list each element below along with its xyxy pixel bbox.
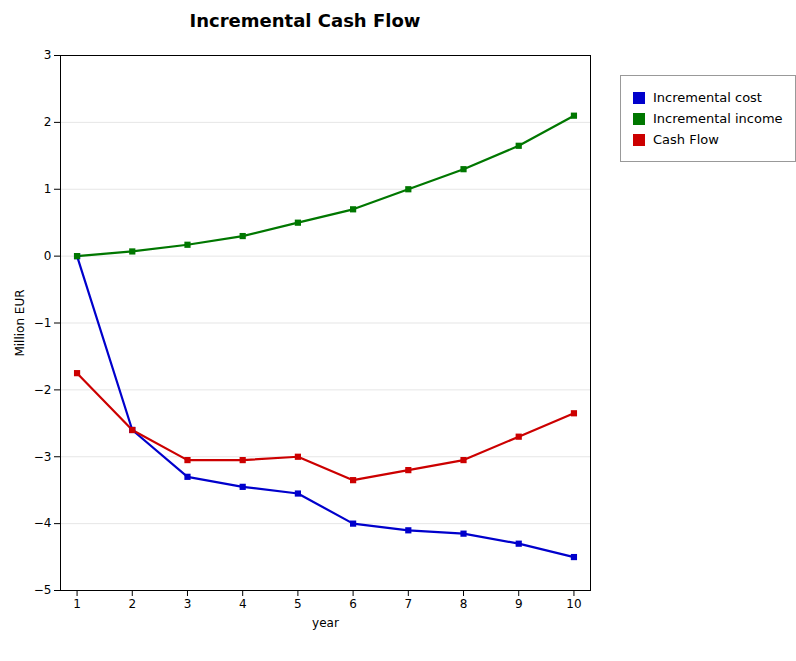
svg-text:2: 2 — [44, 115, 52, 129]
html-text:Incremental Cash Flow: Incremental Cash Flow — [189, 10, 421, 31]
svg-text:5: 5 — [294, 597, 302, 611]
svg-text:−3: −3 — [34, 450, 52, 464]
svg-text:1: 1 — [73, 597, 81, 611]
html-text:Cash Flow: Cash Flow — [653, 132, 719, 147]
svg-text:4: 4 — [239, 597, 247, 611]
svg-text:−1: −1 — [34, 316, 52, 330]
svg-text:6: 6 — [349, 597, 357, 611]
svg-text:0: 0 — [44, 249, 52, 263]
svg-text:−4: −4 — [34, 516, 52, 530]
svg-text:−2: −2 — [34, 383, 52, 397]
svg-text:10: 10 — [566, 597, 581, 611]
svg-text:1: 1 — [44, 182, 52, 196]
svg-text:3: 3 — [184, 597, 192, 611]
svg-text:7: 7 — [404, 597, 412, 611]
html-text:Incremental income: Incremental income — [653, 111, 783, 126]
svg-text:3: 3 — [44, 48, 52, 62]
svg-text:8: 8 — [460, 597, 468, 611]
svg-text:2: 2 — [128, 597, 136, 611]
svg-text:−5: −5 — [34, 583, 52, 597]
svg-text:year: year — [312, 616, 339, 630]
html-text:Incremental cost: Incremental cost — [653, 90, 762, 105]
svg-text:9: 9 — [515, 597, 523, 611]
svg-text:Million EUR: Million EUR — [13, 289, 27, 356]
